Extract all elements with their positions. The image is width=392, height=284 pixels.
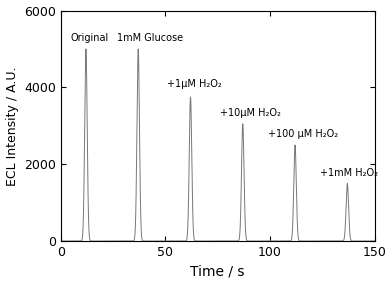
X-axis label: Time / s: Time / s [191,264,245,278]
Text: +1mM H₂O₂: +1mM H₂O₂ [320,168,378,178]
Text: +10μM H₂O₂: +10μM H₂O₂ [220,108,281,118]
Text: Original: Original [70,33,109,43]
Text: 1mM Glucose: 1mM Glucose [117,33,183,43]
Text: +1μM H₂O₂: +1μM H₂O₂ [167,79,222,89]
Text: +100 μM H₂O₂: +100 μM H₂O₂ [268,129,338,139]
Y-axis label: ECL Intensity / A.U.: ECL Intensity / A.U. [5,66,18,185]
